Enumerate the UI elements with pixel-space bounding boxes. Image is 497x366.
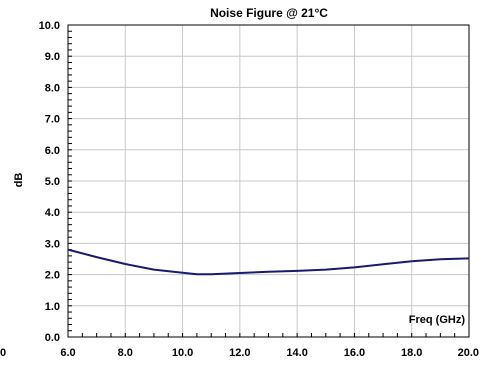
x-tick-labels: 6.0 8.0 10.0 12.0 14.0 16.0 18.0 20.0 [60, 347, 479, 359]
y-axis-title: dB [13, 173, 25, 188]
y-tick-label: 3.0 [45, 238, 60, 250]
y-tick-label: 2.0 [45, 270, 60, 282]
y-tick-label: 7.0 [45, 114, 60, 126]
y-tick-label: 10.0 [39, 20, 60, 32]
x-tick-label: 10.0 [172, 347, 193, 359]
y-tick-label: 4.0 [45, 207, 60, 219]
y-tick-label: 6.0 [45, 145, 60, 157]
y-tick-label: 9.0 [45, 51, 60, 63]
y-tick-label: 1.0 [45, 301, 60, 313]
y-tick-label: 5.0 [45, 176, 60, 188]
y-tick-label: 0.0 [45, 332, 60, 344]
x-tick-label: 20.0 [458, 347, 479, 359]
chart-title: Noise Figure @ 21°C [210, 6, 328, 20]
x-tick-label: 18.0 [401, 347, 422, 359]
y-tick-label: 8.0 [45, 82, 60, 94]
x-tick-label: 8.0 [118, 347, 133, 359]
x-axis-title: Freq (GHz) [409, 314, 466, 326]
x-tick-label: 16.0 [344, 347, 365, 359]
series-layer [67, 248, 470, 276]
x-tick-label: 6.0 [60, 347, 75, 359]
x-tick-label: 14.0 [286, 347, 307, 359]
y-tick-labels: 0.0 1.0 2.0 3.0 4.0 5.0 6.0 7.0 8.0 9.0 10.0 [39, 20, 60, 344]
x-tick-label: 12.0 [229, 347, 250, 359]
gridlines [68, 25, 469, 337]
stray-axis-label: 0 [0, 347, 6, 359]
series-line [67, 248, 470, 276]
